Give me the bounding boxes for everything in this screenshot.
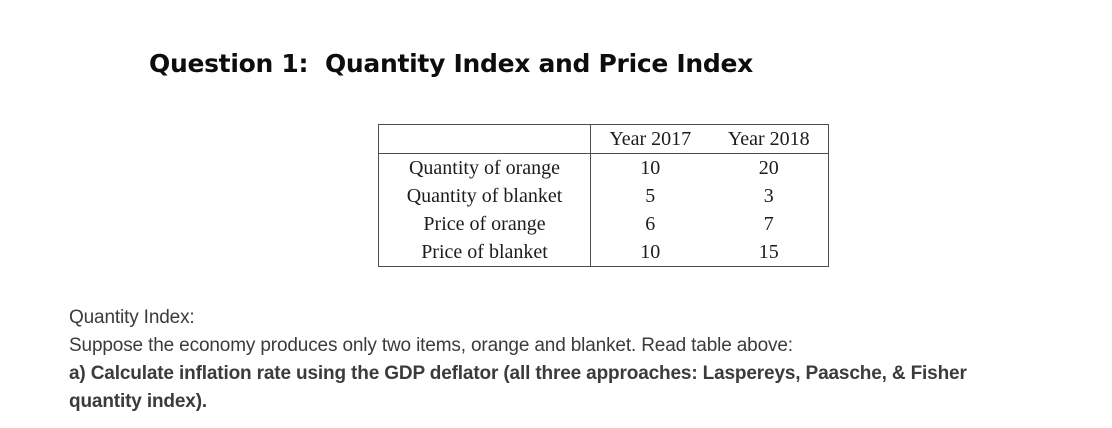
row-label: Quantity of orange — [378, 153, 591, 182]
row-label: Quantity of blanket — [378, 182, 591, 210]
table-row: Quantity of blanket 5 3 — [378, 182, 829, 210]
col-header-year-2018: Year 2018 — [709, 124, 829, 154]
row-label: Price of blanket — [378, 238, 591, 267]
row-label: Price of orange — [378, 210, 591, 238]
table-row: Quantity of orange 10 20 — [378, 153, 829, 182]
cell-value: 20 — [758, 157, 779, 179]
question-a-line-1: a) Calculate inflation rate using the GD… — [69, 363, 967, 384]
cell-value: 10 — [640, 241, 661, 263]
quantity-index-heading: Quantity Index: — [69, 307, 195, 328]
cell-value: 10 — [640, 157, 661, 179]
cell-value: 5 — [645, 185, 656, 207]
table-header-row: Year 2017 Year 2018 — [378, 124, 829, 154]
page-title: Question 1: Quantity Index and Price Ind… — [149, 49, 753, 78]
table-row: Price of blanket 10 15 — [378, 238, 829, 267]
cell-value: 3 — [763, 185, 774, 207]
quantity-price-table: Year 2017 Year 2018 Quantity of orange 1… — [378, 124, 829, 267]
col-header-year-2017: Year 2017 — [590, 124, 710, 154]
instruction-line: Suppose the economy produces only two it… — [69, 335, 793, 356]
cell-value: 7 — [763, 213, 774, 235]
question-a-line-2: quantity index). — [69, 391, 207, 412]
question-text-block: Quantity Index: Suppose the economy prod… — [69, 304, 967, 416]
cell-value: 6 — [645, 213, 656, 235]
table-row: Price of orange 6 7 — [378, 210, 829, 238]
cell-value: 15 — [758, 241, 779, 263]
table-corner-cell — [378, 124, 591, 154]
